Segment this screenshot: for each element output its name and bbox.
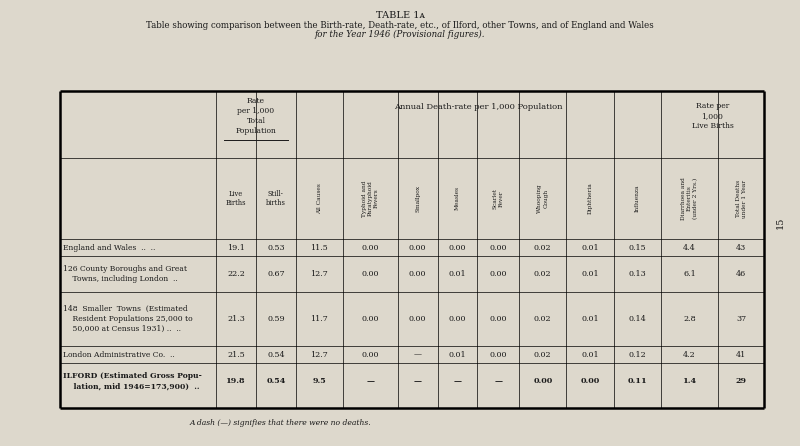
Text: 0.00: 0.00 bbox=[409, 315, 426, 323]
Text: 41: 41 bbox=[736, 351, 746, 359]
Text: —: — bbox=[454, 377, 462, 385]
Text: 0.00: 0.00 bbox=[449, 244, 466, 252]
Text: 29: 29 bbox=[736, 377, 746, 385]
Text: 0.01: 0.01 bbox=[582, 244, 599, 252]
Text: 46: 46 bbox=[736, 270, 746, 278]
Text: 19.8: 19.8 bbox=[226, 377, 246, 385]
Text: 43: 43 bbox=[736, 244, 746, 252]
Text: 0.02: 0.02 bbox=[534, 351, 552, 359]
Text: for the Year 1946 (Provisional figures).: for the Year 1946 (Provisional figures). bbox=[314, 30, 486, 39]
Text: 0.02: 0.02 bbox=[534, 244, 552, 252]
Text: Whooping
Cough: Whooping Cough bbox=[538, 184, 548, 213]
Text: 0.02: 0.02 bbox=[534, 315, 552, 323]
Text: 0.00: 0.00 bbox=[449, 315, 466, 323]
Text: 19.1: 19.1 bbox=[227, 244, 245, 252]
Text: —: — bbox=[414, 351, 422, 359]
Text: 21.5: 21.5 bbox=[227, 351, 245, 359]
Text: Rate per
1,000
Live Births: Rate per 1,000 Live Births bbox=[691, 102, 734, 130]
Text: A dash (—) signifies that there were no deaths.: A dash (—) signifies that there were no … bbox=[189, 419, 371, 427]
Text: 0.67: 0.67 bbox=[267, 270, 285, 278]
Text: 0.00: 0.00 bbox=[490, 270, 507, 278]
Text: 4.2: 4.2 bbox=[683, 351, 696, 359]
Text: 0.01: 0.01 bbox=[449, 270, 466, 278]
Text: Scarlet
Fever: Scarlet Fever bbox=[493, 188, 503, 209]
Text: 0.12: 0.12 bbox=[629, 351, 646, 359]
Text: Still-
births: Still- births bbox=[266, 190, 286, 207]
Text: 1.4: 1.4 bbox=[682, 377, 697, 385]
Text: 0.00: 0.00 bbox=[581, 377, 600, 385]
Text: 12.7: 12.7 bbox=[310, 270, 328, 278]
Text: Table showing comparison between the Birth-rate, Death-rate, etc., of Ilford, ot: Table showing comparison between the Bir… bbox=[146, 21, 654, 30]
Text: 0.59: 0.59 bbox=[267, 315, 285, 323]
Text: —: — bbox=[366, 377, 374, 385]
Text: 0.00: 0.00 bbox=[362, 351, 379, 359]
Text: 0.00: 0.00 bbox=[362, 270, 379, 278]
Text: 0.54: 0.54 bbox=[266, 377, 286, 385]
Text: 0.13: 0.13 bbox=[629, 270, 646, 278]
Text: 21.3: 21.3 bbox=[227, 315, 245, 323]
Text: 0.00: 0.00 bbox=[409, 270, 426, 278]
Text: 0.00: 0.00 bbox=[490, 244, 507, 252]
Text: —: — bbox=[414, 377, 422, 385]
Text: 0.53: 0.53 bbox=[267, 244, 285, 252]
Text: 12.7: 12.7 bbox=[310, 351, 328, 359]
Text: 4.4: 4.4 bbox=[683, 244, 696, 252]
Text: Diphtheria: Diphtheria bbox=[587, 182, 593, 215]
Text: 6.1: 6.1 bbox=[683, 270, 696, 278]
Text: 0.00: 0.00 bbox=[409, 244, 426, 252]
Text: 0.14: 0.14 bbox=[629, 315, 646, 323]
Text: Measles: Measles bbox=[455, 186, 460, 211]
Text: 22.2: 22.2 bbox=[227, 270, 245, 278]
Text: 11.7: 11.7 bbox=[310, 315, 328, 323]
Text: 0.15: 0.15 bbox=[629, 244, 646, 252]
Text: 0.00: 0.00 bbox=[490, 315, 507, 323]
Text: London Administrative Co.  ..: London Administrative Co. .. bbox=[63, 351, 175, 359]
Text: 15: 15 bbox=[775, 217, 785, 229]
Text: Rate
per 1,000
Total
Population: Rate per 1,000 Total Population bbox=[235, 97, 277, 135]
Text: Live
Births: Live Births bbox=[226, 190, 246, 207]
Text: 0.00: 0.00 bbox=[490, 351, 507, 359]
Text: 11.5: 11.5 bbox=[310, 244, 328, 252]
Text: 2.8: 2.8 bbox=[683, 315, 696, 323]
Text: 0.01: 0.01 bbox=[582, 315, 599, 323]
Text: 0.02: 0.02 bbox=[534, 270, 552, 278]
Text: 37: 37 bbox=[736, 315, 746, 323]
Text: 0.01: 0.01 bbox=[449, 351, 466, 359]
Text: —: — bbox=[494, 377, 502, 385]
Text: 0.01: 0.01 bbox=[582, 270, 599, 278]
Text: 126 County Boroughs and Great
    Towns, including London  ..: 126 County Boroughs and Great Towns, inc… bbox=[63, 265, 187, 283]
Text: TABLE 1ᴀ: TABLE 1ᴀ bbox=[375, 11, 425, 20]
Text: Annual Death-rate per 1,000 Population: Annual Death-rate per 1,000 Population bbox=[394, 103, 562, 111]
Text: Smallpox: Smallpox bbox=[415, 185, 420, 212]
Text: 148  Smaller  Towns  (Estimated
    Resident Populations 25,000 to
    50,000 at: 148 Smaller Towns (Estimated Resident Po… bbox=[63, 305, 193, 333]
Text: 0.11: 0.11 bbox=[627, 377, 647, 385]
Text: 0.00: 0.00 bbox=[533, 377, 553, 385]
Text: 0.00: 0.00 bbox=[362, 244, 379, 252]
Text: 0.01: 0.01 bbox=[582, 351, 599, 359]
Text: 9.5: 9.5 bbox=[313, 377, 326, 385]
Text: ILFORD (Estimated Gross Popu-
    lation, mid 1946=173,900)  ..: ILFORD (Estimated Gross Popu- lation, mi… bbox=[63, 372, 202, 390]
Text: All Causes: All Causes bbox=[317, 183, 322, 214]
Text: Total Deaths
under 1 Year: Total Deaths under 1 Year bbox=[736, 179, 746, 218]
Text: Diarrhoea and
Enteritis
(under 2 Yrs.): Diarrhoea and Enteritis (under 2 Yrs.) bbox=[682, 177, 698, 220]
Text: 0.54: 0.54 bbox=[267, 351, 285, 359]
Text: Typhoid and
Paratyphoid
Fevers: Typhoid and Paratyphoid Fevers bbox=[362, 180, 378, 217]
Text: England and Wales  ..  ..: England and Wales .. .. bbox=[63, 244, 155, 252]
Text: 0.00: 0.00 bbox=[362, 315, 379, 323]
Text: Influenza: Influenza bbox=[635, 185, 640, 212]
